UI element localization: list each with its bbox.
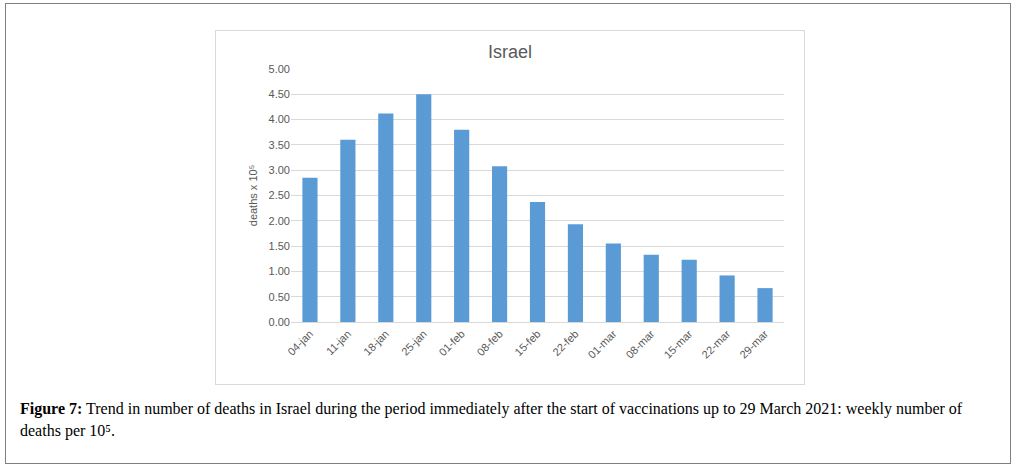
svg-text:3.00: 3.00 (269, 164, 290, 176)
svg-text:18-jan: 18-jan (361, 328, 391, 358)
svg-text:4.50: 4.50 (269, 88, 290, 100)
svg-text:5.00: 5.00 (269, 63, 290, 75)
svg-text:2.50: 2.50 (269, 189, 290, 201)
svg-text:1.50: 1.50 (269, 240, 290, 252)
html-text:Figure 7: Trend in number of d: Figure 7: Trend in number of deaths in I… (20, 400, 963, 439)
svg-text:11-jan: 11-jan (324, 328, 354, 358)
svg-text:4.00: 4.00 (269, 113, 290, 125)
svg-text:08-mar: 08-mar (623, 327, 656, 360)
svg-text:3.50: 3.50 (269, 139, 290, 151)
svg-text:04-jan: 04-jan (285, 328, 315, 358)
svg-text:08-feb: 08-feb (474, 328, 505, 359)
svg-text:2.00: 2.00 (269, 215, 290, 227)
svg-text:01-mar: 01-mar (586, 327, 619, 360)
svg-text:22-feb: 22-feb (550, 328, 581, 359)
svg-text:1.00: 1.00 (269, 265, 290, 277)
svg-text:Israel: Israel (488, 42, 532, 62)
svg-text:29-mar: 29-mar (737, 327, 770, 360)
svg-text:25-jan: 25-jan (399, 328, 429, 358)
svg-text:0.50: 0.50 (269, 291, 290, 303)
svg-text:15-mar: 15-mar (661, 327, 694, 360)
svg-text:deaths x 10⁵: deaths x 10⁵ (247, 165, 259, 226)
svg-text:0.00: 0.00 (269, 316, 290, 328)
svg-text:15-feb: 15-feb (512, 328, 543, 359)
svg-text:01-feb: 01-feb (436, 328, 467, 359)
svg-text:22-mar: 22-mar (699, 327, 732, 360)
